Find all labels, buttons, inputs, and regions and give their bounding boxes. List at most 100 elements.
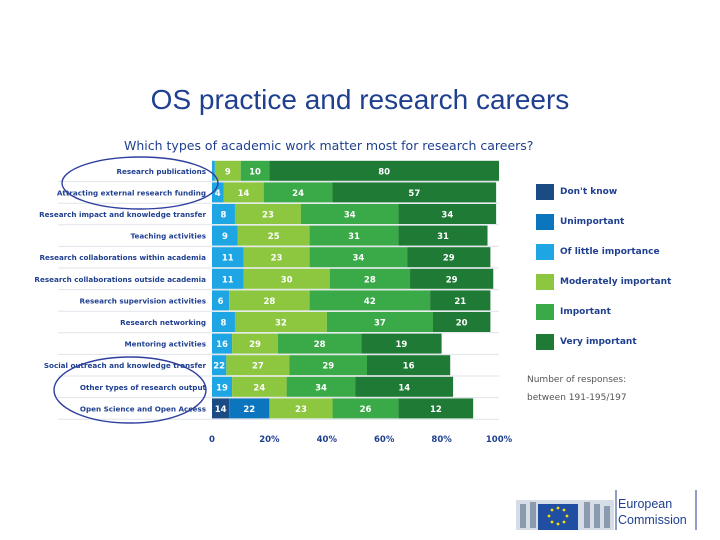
highlight-ellipse-top bbox=[61, 156, 219, 210]
bar-segment-of-little-importance bbox=[212, 247, 244, 268]
ec-logo-line2: Commission bbox=[618, 513, 687, 527]
data-label: 28 bbox=[364, 275, 376, 285]
data-label: 42 bbox=[364, 297, 376, 307]
data-label: 20 bbox=[456, 319, 468, 329]
data-label: 28 bbox=[263, 297, 275, 307]
data-label: 6 bbox=[218, 297, 224, 307]
category-label: Social outreach and knowledge transfer bbox=[44, 361, 207, 370]
data-label: 22 bbox=[243, 405, 255, 415]
legend-item-don-t-know: Don't know bbox=[536, 184, 716, 200]
x-tick-label: 20% bbox=[259, 435, 280, 445]
legend-label: Very important bbox=[560, 337, 637, 347]
bar-segment-of-little-importance bbox=[212, 376, 233, 397]
bar-segment-of-little-importance bbox=[212, 182, 224, 203]
data-label: 57 bbox=[408, 189, 420, 199]
bar-segment-moderately-important bbox=[243, 268, 330, 289]
legend-item-moderately-important: Moderately important bbox=[536, 274, 716, 290]
bar-segment-very-important bbox=[398, 398, 474, 419]
data-label: 37 bbox=[374, 319, 386, 329]
data-label: 9 bbox=[225, 167, 231, 177]
bar-segment-very-important bbox=[407, 247, 491, 268]
data-label: 4 bbox=[215, 189, 221, 199]
data-label: 26 bbox=[360, 405, 372, 415]
bar-segment-of-little-importance bbox=[212, 204, 235, 224]
bar-segment-important bbox=[278, 333, 362, 354]
legend-item-unimportant: Unimportant bbox=[536, 214, 716, 230]
x-tick-label: 40% bbox=[317, 435, 338, 445]
data-label: 28 bbox=[314, 340, 326, 350]
bar-segment-moderately-important bbox=[234, 204, 301, 224]
data-label: 19 bbox=[216, 383, 228, 393]
data-label: 10 bbox=[249, 167, 261, 177]
category-label: Research impact and knowledge transfer bbox=[39, 210, 206, 219]
data-label: 25 bbox=[268, 232, 280, 242]
responses-note-line1: Number of responses: bbox=[527, 375, 627, 385]
category-label: Other types of research output bbox=[80, 383, 207, 392]
legend-label: Important bbox=[560, 307, 611, 317]
bar-segment-of-little-importance bbox=[212, 333, 233, 354]
data-label: 14 bbox=[215, 405, 227, 415]
bar-segment-moderately-important bbox=[232, 333, 279, 354]
bar-segment-very-important bbox=[269, 160, 499, 181]
bar-segment-very-important bbox=[410, 268, 494, 289]
x-tick-label: 80% bbox=[431, 435, 452, 445]
category-label: Research publications bbox=[116, 167, 206, 176]
data-label: 24 bbox=[253, 383, 265, 393]
chart-title: Which types of academic work matter most… bbox=[124, 138, 534, 153]
legend-item-very-important: Very important bbox=[536, 334, 716, 350]
legend-label: Don't know bbox=[560, 187, 618, 197]
data-label: 31 bbox=[437, 232, 449, 242]
legend-swatch bbox=[536, 334, 554, 350]
data-label: 9 bbox=[222, 232, 228, 242]
bar-segment-moderately-important bbox=[237, 225, 310, 246]
bar-segment-very-important bbox=[398, 225, 488, 246]
category-label: Research networking bbox=[120, 318, 206, 327]
data-label: 29 bbox=[446, 275, 458, 285]
data-label: 29 bbox=[443, 254, 455, 264]
legend-swatch bbox=[536, 304, 554, 320]
bar-segment-very-important bbox=[366, 355, 451, 376]
bar-segment-important bbox=[300, 204, 399, 224]
data-label: 31 bbox=[348, 232, 360, 242]
european-commission-logo bbox=[516, 486, 716, 532]
legend-swatch bbox=[536, 184, 554, 200]
legend-swatch bbox=[536, 244, 554, 260]
data-label: 8 bbox=[221, 211, 227, 221]
bar-segment-don-t-know bbox=[212, 398, 230, 419]
legend-label: Of little importance bbox=[560, 247, 660, 257]
data-label: 21 bbox=[454, 297, 466, 307]
category-label: Research collaborations outside academia bbox=[34, 275, 206, 284]
bar-segment-important bbox=[286, 376, 356, 397]
bar-segment-of-little-importance bbox=[212, 268, 244, 289]
data-label: 11 bbox=[222, 254, 234, 264]
bar-segment-very-important bbox=[398, 204, 497, 224]
responses-note: Number of responses: between 191-195/197 bbox=[527, 371, 627, 407]
data-label: 27 bbox=[252, 362, 264, 372]
x-tick-label: 60% bbox=[374, 435, 395, 445]
bar-segment-very-important bbox=[332, 182, 497, 203]
bar-segment-of-little-importance bbox=[212, 225, 238, 246]
bar-segment-moderately-important bbox=[226, 355, 290, 376]
legend-swatch bbox=[536, 274, 554, 290]
data-label: 23 bbox=[295, 405, 307, 415]
data-label: 23 bbox=[262, 211, 274, 221]
bar-segment-important bbox=[309, 225, 399, 246]
data-label: 22 bbox=[213, 362, 225, 372]
category-label: Mentoring activities bbox=[124, 340, 206, 349]
bar-segment-of-little-importance bbox=[212, 355, 227, 376]
data-label: 14 bbox=[238, 189, 250, 199]
bar-segment-very-important bbox=[355, 376, 454, 397]
bar-segment-important bbox=[329, 268, 411, 289]
bar-segment-very-important bbox=[361, 333, 442, 354]
highlight-ellipse-bottom bbox=[53, 356, 207, 424]
data-label: 23 bbox=[271, 254, 283, 264]
bar-segment-important bbox=[309, 290, 431, 311]
bar-segment-of-little-importance bbox=[212, 290, 230, 311]
bar-segment-important bbox=[289, 355, 367, 376]
bar-segment-very-important bbox=[430, 290, 491, 311]
bar-segment-moderately-important bbox=[232, 376, 287, 397]
bar-segment-very-important bbox=[432, 312, 491, 332]
x-tick-label: 0 bbox=[209, 435, 215, 445]
bar-segment-moderately-important bbox=[243, 247, 310, 268]
legend-label: Moderately important bbox=[560, 277, 672, 287]
